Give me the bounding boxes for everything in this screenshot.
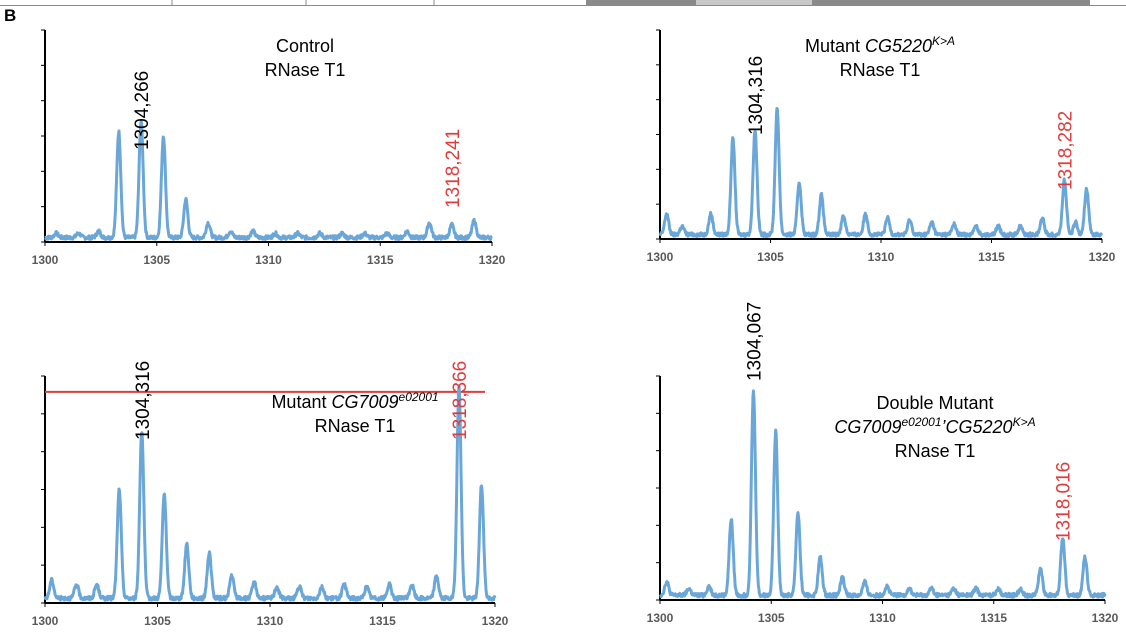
x-tick-label: 1320 bbox=[1089, 250, 1116, 264]
x-tick-label: 1310 bbox=[257, 614, 284, 628]
x-tick-label: 1315 bbox=[980, 611, 1007, 625]
chart-title-line: Control bbox=[276, 36, 334, 56]
panel-letter: B bbox=[4, 6, 16, 25]
chart-title-line: RNase T1 bbox=[840, 60, 921, 80]
title-text-part: CG7009 bbox=[834, 417, 901, 437]
peak-label: 1304,316 bbox=[746, 56, 767, 135]
title-text-part: Double Mutant bbox=[876, 393, 993, 413]
chart-title-line: Mutant CG7009e02001 bbox=[271, 390, 438, 412]
title-text-part: CG5220 bbox=[865, 36, 932, 56]
chart-panel-3: 1300 1305 1310 1315 1320 1304,316 1318,366 Muta… bbox=[32, 361, 509, 628]
title-text-part: RNase T1 bbox=[315, 416, 396, 436]
peak-label: 1318,282 bbox=[1055, 111, 1076, 190]
top-strip-block bbox=[812, 0, 1090, 5]
peak-label: 1304,316 bbox=[133, 361, 154, 440]
title-superscript: e02001 bbox=[901, 415, 941, 429]
top-strip-block bbox=[586, 0, 696, 5]
peak-label: 1304,067 bbox=[744, 302, 765, 381]
peak-label: 1318,241 bbox=[443, 129, 464, 208]
title-text-part: Control bbox=[276, 36, 334, 56]
title-text-part: ’ bbox=[942, 417, 947, 437]
spectrum-trace bbox=[43, 384, 497, 602]
title-text-part: CG5220 bbox=[946, 417, 1013, 437]
x-tick-label: 1310 bbox=[869, 611, 896, 625]
title-superscript: K>A bbox=[932, 34, 955, 48]
spectrum-trace bbox=[658, 107, 1104, 238]
x-tick-label: 1300 bbox=[647, 250, 674, 264]
title-text-part: RNase T1 bbox=[895, 441, 976, 461]
title-text-part: Mutant bbox=[271, 392, 331, 412]
title-text-part: CG7009 bbox=[331, 392, 398, 412]
x-tick-label: 1320 bbox=[482, 614, 509, 628]
x-tick-label: 1315 bbox=[369, 614, 396, 628]
peak-label: 1318,366 bbox=[450, 361, 471, 440]
title-text-part: RNase T1 bbox=[265, 60, 346, 80]
x-tick-label: 1320 bbox=[1092, 611, 1119, 625]
x-tick-label: 1320 bbox=[479, 253, 506, 267]
title-text-part: RNase T1 bbox=[840, 60, 921, 80]
spectrum-trace bbox=[658, 389, 1107, 599]
x-tick-label: 1315 bbox=[367, 253, 394, 267]
top-strip-block bbox=[696, 0, 812, 5]
chart-title-line: RNase T1 bbox=[265, 60, 346, 80]
title-superscript: K>A bbox=[1013, 415, 1036, 429]
x-tick-label: 1315 bbox=[978, 250, 1005, 264]
x-tick-label: 1300 bbox=[647, 611, 674, 625]
title-text-part: Mutant bbox=[805, 36, 865, 56]
title-superscript: e02001 bbox=[399, 390, 439, 404]
x-tick-label: 1305 bbox=[757, 250, 784, 264]
x-tick-label: 1300 bbox=[32, 253, 59, 267]
x-tick-label: 1310 bbox=[255, 253, 282, 267]
x-tick-label: 1305 bbox=[143, 253, 170, 267]
chart-title-line: RNase T1 bbox=[895, 441, 976, 461]
chart-panel-2: 1300 1305 1310 1315 1320 1304,316 1318,282 Muta… bbox=[647, 29, 1116, 264]
x-tick-label: 1305 bbox=[144, 614, 171, 628]
chart-title-line: RNase T1 bbox=[315, 416, 396, 436]
x-tick-label: 1310 bbox=[868, 250, 895, 264]
chart-panel-4: 1300 1305 1310 1315 1320 1304,067 1318,016 Doub… bbox=[647, 302, 1119, 625]
chart-panel-1: 1300 1305 1310 1315 1320 1304,266 1318,241 Cont… bbox=[32, 29, 506, 267]
peak-label: 1318,016 bbox=[1054, 462, 1075, 541]
chart-title-line: Double Mutant bbox=[876, 393, 993, 413]
chart-title-line: Mutant CG5220K>A bbox=[805, 34, 955, 56]
spectrum-trace bbox=[44, 120, 493, 241]
x-tick-label: 1300 bbox=[32, 614, 59, 628]
peak-label: 1304,266 bbox=[132, 71, 153, 150]
top-strip bbox=[0, 0, 1126, 6]
chart-title-line: CG7009e02001’CG5220K>A bbox=[834, 415, 1035, 437]
chart-panels: 1300 1305 1310 1315 1320 1304,266 1318,241 Cont… bbox=[32, 29, 1119, 628]
x-tick-label: 1305 bbox=[758, 611, 785, 625]
